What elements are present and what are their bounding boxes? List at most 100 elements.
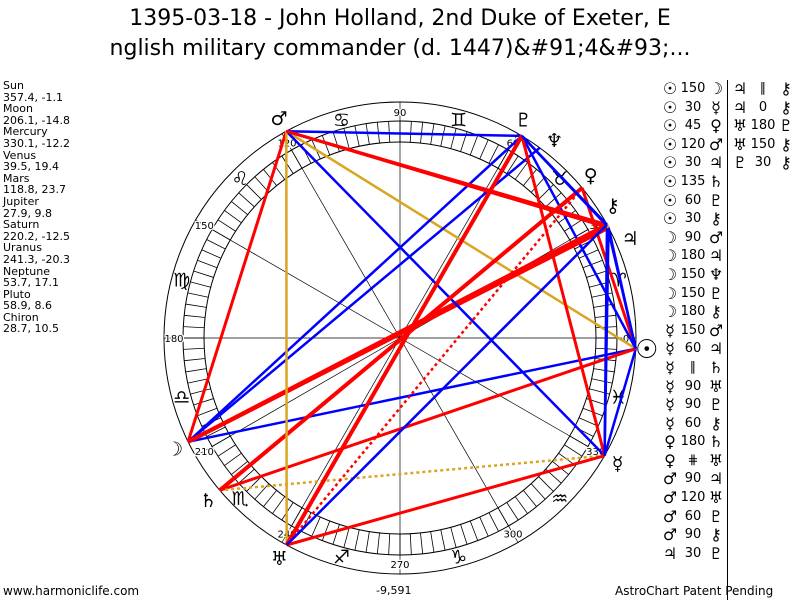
planet-name: Sun [3, 79, 24, 92]
patent-notice: AstroChart Patent Pending [615, 584, 774, 598]
degree-label: 0 [623, 334, 629, 345]
mars-glyph-icon: ♂ [662, 525, 678, 545]
band-tick [578, 417, 599, 427]
aspect-value: 150 [750, 136, 776, 152]
band-tick [343, 527, 350, 548]
mercury-glyph-icon: ☿ [665, 357, 675, 377]
aspect-value: 120 [680, 136, 706, 152]
band-tick [530, 176, 546, 193]
chiron-glyph-icon: ⚷ [710, 413, 722, 433]
jupiter-planet-icon: ♃ [622, 228, 639, 250]
band-tick [238, 468, 255, 484]
planet-name: Mercury [3, 125, 48, 139]
mercury-glyph-icon: ☿ [665, 395, 675, 415]
pluto-glyph-icon: ♇ [708, 283, 724, 303]
moon-glyph-icon: ☽ [662, 227, 678, 247]
planet-name: Moon [3, 102, 33, 116]
band-tick [440, 529, 446, 551]
band-tick [193, 270, 214, 278]
moon-glyph-icon: ☽ [662, 264, 678, 284]
band-tick [523, 490, 537, 507]
band-tick [217, 444, 236, 457]
aspect-value: 30 [684, 211, 702, 227]
bottom-value: -9,591 [376, 584, 412, 597]
aspect-value: 180 [680, 434, 706, 450]
moon-glyph-icon: ☽ [662, 246, 678, 266]
title-line-2: nglish military commander (d. 1447)&#91;… [109, 36, 691, 61]
chart-title: 1395-03-18 - John Holland, 2nd Duke of E… [0, 4, 800, 64]
mars-glyph-icon: ♂ [662, 469, 678, 489]
zodiac-sign-icon: ♊ [450, 110, 467, 132]
aspect-value: 180 [680, 248, 706, 264]
mars-glyph-icon: ♂ [708, 227, 724, 247]
aspect-line [285, 187, 584, 546]
band-tick [591, 292, 613, 298]
saturn-glyph-icon: ♄ [708, 357, 724, 377]
planet-position-value: 58.9, 8.6 [3, 299, 52, 313]
aspect-row: ☉ 60 ♇ [660, 191, 726, 211]
degree-label: 270 [390, 560, 409, 571]
band-tick [217, 219, 236, 232]
planet-name: Jupiter [3, 194, 39, 208]
band-tick [187, 292, 209, 298]
aspect-value: 180 [750, 118, 776, 134]
uranus-glyph-icon: ♅ [708, 488, 724, 508]
band-tick [321, 520, 331, 541]
planet-position-value: 28.7, 10.5 [3, 322, 59, 336]
aspect-row: ☉ 150 ☽ [660, 79, 726, 99]
band-tick [593, 368, 615, 373]
aspect-value: 60 [684, 341, 702, 357]
chiron-glyph-icon: ⚷ [780, 79, 792, 98]
mercury-glyph-icon: ☿ [665, 339, 675, 359]
mercury-glyph-icon: ☿ [711, 97, 721, 117]
planet-name: Chiron [3, 310, 39, 324]
band-tick [224, 210, 242, 224]
aspect-row: ☿ 150 ♂ [660, 321, 726, 341]
aspect-line [603, 224, 609, 456]
jupiter-glyph-icon: ♃ [732, 79, 748, 98]
zodiac-sign-icon: ♐ [333, 546, 350, 568]
band-tick [538, 476, 554, 492]
aspect-value: 45 [684, 118, 702, 134]
neptune-planet-icon: ♆ [546, 130, 563, 152]
band-tick [190, 388, 211, 395]
aspect-row: ♂ 90 ⚷ [660, 526, 726, 545]
band-tick [530, 483, 546, 500]
aspect-value: 90 [684, 378, 702, 394]
jupiter-glyph-icon: ♃ [662, 543, 678, 563]
aspect-row: ☉ 30 ☿ [660, 97, 726, 118]
mars-glyph-icon: ♂ [708, 134, 724, 154]
band-tick [197, 407, 218, 417]
aspect-row: ♃ ∥ ⚷ [730, 79, 796, 99]
band-tick [206, 426, 226, 437]
aspect-line [603, 348, 637, 456]
degree-label: 180 [164, 334, 183, 345]
uranus-glyph-icon: ♅ [708, 376, 724, 396]
saturn-planet-icon: ♄ [200, 490, 217, 512]
planet-position-value: 357.4, -1.1 [3, 90, 63, 104]
band-tick [409, 533, 412, 555]
planet-position-value: 118.8, 23.7 [3, 183, 66, 197]
band-tick [523, 169, 537, 186]
aspect-row: ♂ 120 ♅ [660, 488, 726, 508]
mercury-glyph-icon: ☿ [665, 413, 675, 433]
aspect-row: ☉ 45 ♀ [660, 117, 726, 136]
band-tick [354, 125, 360, 147]
aspect-row: ☉ 135 ♄ [660, 172, 726, 192]
planet-position-value: 39.5, 19.4 [3, 160, 59, 174]
chiron-glyph-icon: ⚷ [710, 525, 722, 545]
band-tick [183, 326, 205, 329]
aspect-row: ♀ 180 ♄ [660, 433, 726, 452]
pluto-planet-icon: ♇ [515, 109, 532, 131]
aspect-value: 150 [680, 285, 706, 301]
band-tick [238, 192, 255, 208]
zodiac-sign-icon: ♋ [333, 110, 350, 132]
planet-name: Mars [3, 171, 30, 185]
website-link[interactable]: www.harmoniclife.com [3, 584, 140, 598]
aspect-row: ♂ 90 ♃ [660, 470, 726, 489]
aspect-row: ☽ 90 ♂ [660, 227, 726, 248]
band-tick [440, 125, 446, 147]
planet-position-value: 220.2, -12.5 [3, 229, 70, 243]
sun-glyph-icon: ☉ [662, 209, 678, 229]
aspect-row: ☉ 120 ♂ [660, 134, 726, 155]
